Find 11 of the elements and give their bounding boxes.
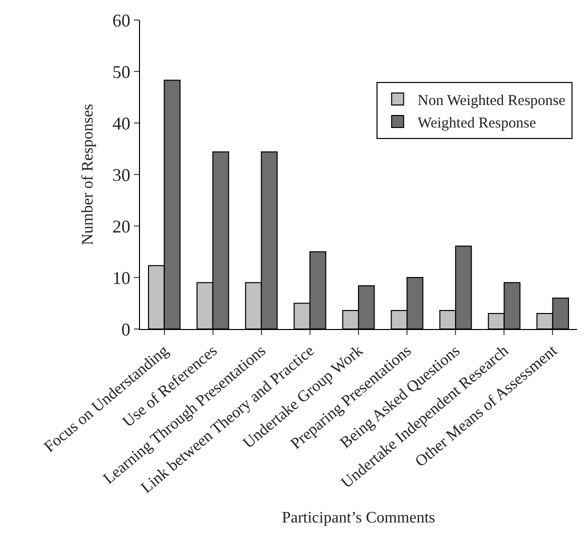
- y-tick-label: 60: [112, 10, 130, 30]
- y-tick-label: 10: [112, 268, 130, 288]
- x-axis-title: Participant’s Comments: [282, 510, 436, 527]
- y-tick-label: 20: [112, 216, 130, 236]
- y-tick-label: 40: [112, 113, 130, 134]
- y-tick-label: 30: [112, 164, 130, 185]
- y-tick-label: 50: [112, 62, 130, 82]
- y-axis-title: Number of Responses: [79, 104, 96, 246]
- legend-label: Non Weighted Response: [418, 92, 566, 109]
- y-tick-label: 0: [121, 319, 130, 340]
- legend-label: Weighted Response: [418, 115, 536, 132]
